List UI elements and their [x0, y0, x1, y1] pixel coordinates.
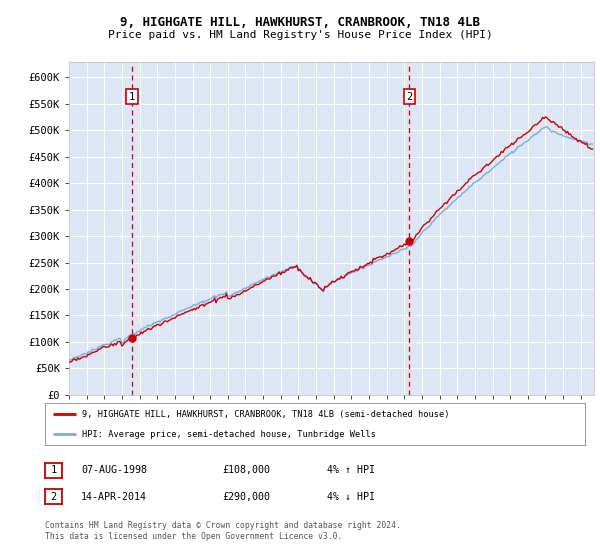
Text: 9, HIGHGATE HILL, HAWKHURST, CRANBROOK, TN18 4LB (semi-detached house): 9, HIGHGATE HILL, HAWKHURST, CRANBROOK, …: [82, 409, 449, 419]
Text: 4% ↓ HPI: 4% ↓ HPI: [327, 492, 375, 502]
Text: 9, HIGHGATE HILL, HAWKHURST, CRANBROOK, TN18 4LB: 9, HIGHGATE HILL, HAWKHURST, CRANBROOK, …: [120, 16, 480, 29]
Text: 4% ↑ HPI: 4% ↑ HPI: [327, 465, 375, 475]
Text: Contains HM Land Registry data © Crown copyright and database right 2024.
This d: Contains HM Land Registry data © Crown c…: [45, 521, 401, 540]
Text: £290,000: £290,000: [222, 492, 270, 502]
Text: 07-AUG-1998: 07-AUG-1998: [81, 465, 147, 475]
Text: 1: 1: [129, 92, 136, 101]
Text: 2: 2: [406, 92, 412, 101]
Text: HPI: Average price, semi-detached house, Tunbridge Wells: HPI: Average price, semi-detached house,…: [82, 430, 376, 439]
Text: Price paid vs. HM Land Registry's House Price Index (HPI): Price paid vs. HM Land Registry's House …: [107, 30, 493, 40]
Text: 14-APR-2014: 14-APR-2014: [81, 492, 147, 502]
Text: 1: 1: [50, 465, 56, 475]
Text: 2: 2: [50, 492, 56, 502]
Text: £108,000: £108,000: [222, 465, 270, 475]
